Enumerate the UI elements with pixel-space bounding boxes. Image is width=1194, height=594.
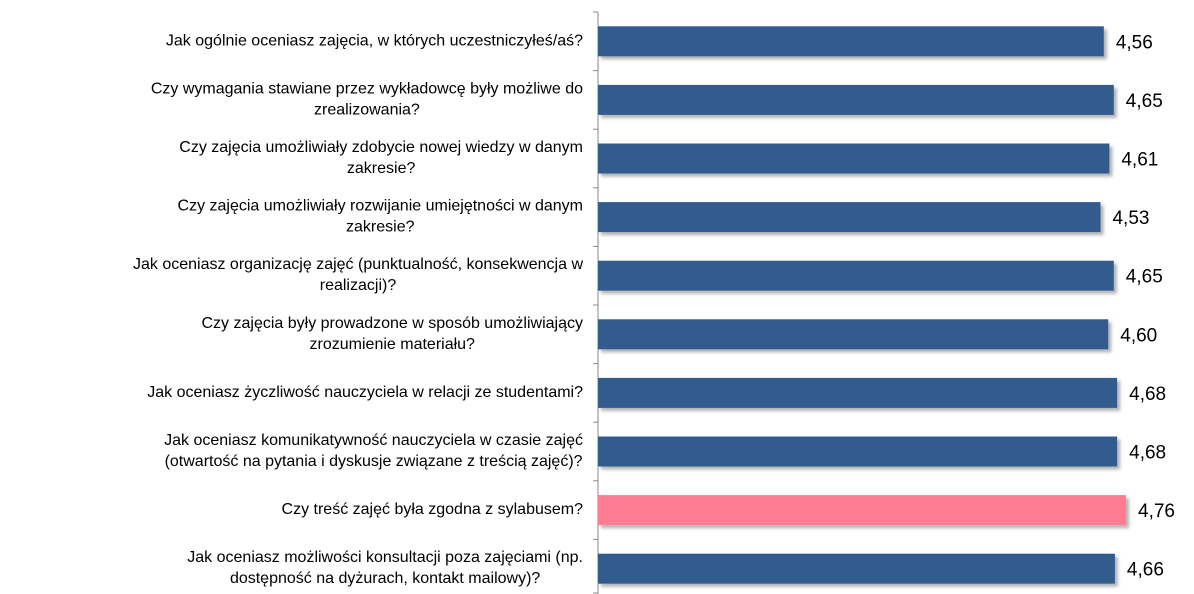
bar [598,377,1118,408]
value-label: 4,68 [1129,384,1166,405]
value-label: 4,65 [1126,91,1163,112]
category-label: Czy zajęcia umożliwiały zdobycie nowej w… [179,139,583,177]
category-label: Jak oceniasz komunikatywność nauczyciela… [164,432,583,470]
category-label: Czy treść zajęć była zgodna z sylabusem? [282,501,584,518]
category-label: Jak oceniasz organizację zajęć (punktual… [133,256,583,294]
category-label: Jak ogólnie oceniasz zajęcia, w których … [166,33,583,50]
category-label: Jak oceniasz możliwości konsultacji poza… [187,549,583,587]
value-label: 4,68 [1129,443,1166,464]
value-label: 4,53 [1112,208,1149,229]
value-label: 4,61 [1121,150,1158,171]
value-label: 4,60 [1120,325,1157,346]
bar [598,436,1118,467]
value-label: 4,56 [1116,32,1153,53]
value-label: 4,65 [1126,267,1163,288]
bar [598,319,1109,350]
bar [598,495,1127,526]
category-label: Czy wymagania stawiane przez wykładowcę … [151,81,583,119]
category-label: Czy zajęcia były prowadzone w sposób umo… [202,315,584,353]
category-label: Czy zajęcia umożliwiały rozwijanie umiej… [178,198,583,236]
bar [598,553,1115,584]
category-label: Jak oceniasz życzliwość nauczyciela w re… [147,384,583,401]
bar [598,84,1114,115]
bar [598,26,1104,57]
bar [598,260,1114,291]
bar [598,202,1101,233]
value-label: 4,66 [1127,560,1164,581]
bar [598,143,1110,174]
value-label: 4,76 [1138,501,1175,522]
